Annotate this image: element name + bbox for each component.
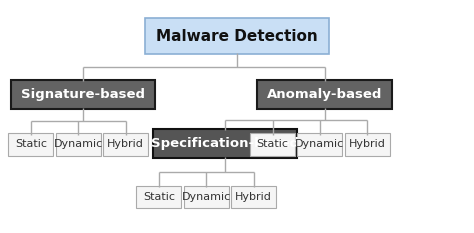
FancyBboxPatch shape — [10, 80, 155, 109]
FancyBboxPatch shape — [250, 133, 295, 156]
Text: Hybrid: Hybrid — [107, 140, 144, 149]
FancyBboxPatch shape — [184, 186, 228, 208]
Text: Malware Detection: Malware Detection — [156, 29, 318, 44]
FancyBboxPatch shape — [257, 80, 392, 109]
Text: Dynamic: Dynamic — [295, 140, 345, 149]
FancyBboxPatch shape — [153, 129, 298, 158]
Text: Dynamic: Dynamic — [54, 140, 103, 149]
FancyBboxPatch shape — [137, 186, 182, 208]
Text: Signature-based: Signature-based — [21, 88, 145, 101]
FancyBboxPatch shape — [231, 186, 276, 208]
FancyBboxPatch shape — [145, 18, 329, 54]
Text: Hybrid: Hybrid — [235, 192, 272, 202]
FancyBboxPatch shape — [345, 133, 390, 156]
Text: Static: Static — [143, 192, 175, 202]
Text: Dynamic: Dynamic — [182, 192, 231, 202]
FancyBboxPatch shape — [298, 133, 342, 156]
Text: Anomaly-based: Anomaly-based — [267, 88, 383, 101]
Text: Hybrid: Hybrid — [349, 140, 386, 149]
FancyBboxPatch shape — [103, 133, 148, 156]
Text: Static: Static — [15, 140, 47, 149]
FancyBboxPatch shape — [8, 133, 53, 156]
Text: Static: Static — [256, 140, 289, 149]
FancyBboxPatch shape — [56, 133, 100, 156]
Text: Specification-based: Specification-based — [151, 137, 299, 150]
